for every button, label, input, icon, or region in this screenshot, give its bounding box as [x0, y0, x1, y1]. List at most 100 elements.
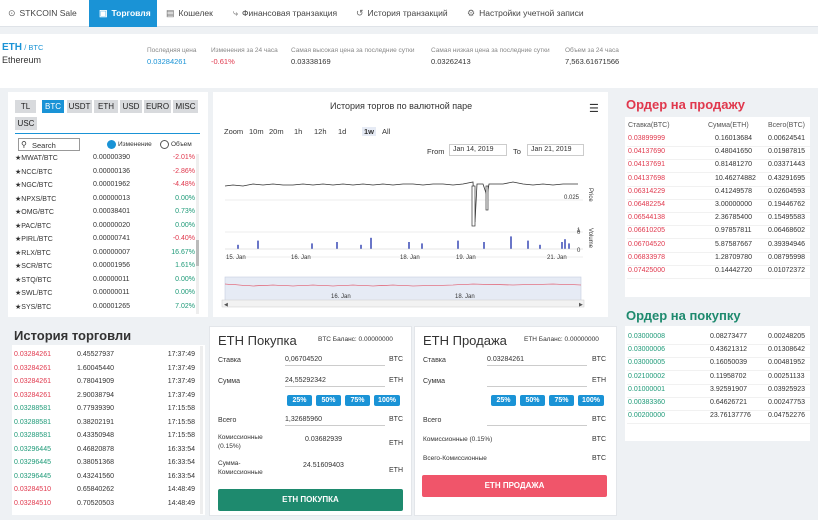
- market-row[interactable]: ★OMG/BTC 0.00038401 0.73%: [15, 208, 195, 221]
- from-date-input[interactable]: Jan 14, 2019: [449, 144, 507, 156]
- radio-volume-label: Объем: [171, 141, 192, 148]
- sell-order-row[interactable]: 0.04137690 0.48041650 0.01987815: [627, 148, 810, 161]
- buy-pct-100[interactable]: 100%: [374, 395, 400, 406]
- zoom-12h[interactable]: 12h: [314, 127, 327, 136]
- order-rate: 0.06314229: [628, 187, 665, 195]
- buy-total-input[interactable]: 1,32685960: [285, 414, 385, 426]
- market-row[interactable]: ★MWAT/BTC 0.00000390 -2.01%: [15, 154, 195, 167]
- scroll-right-icon[interactable]: ▶: [579, 302, 583, 308]
- zoom-20m[interactable]: 20m: [269, 127, 284, 136]
- buy-order-row[interactable]: 0.03000008 0.08273477 0.00248205: [627, 333, 810, 345]
- sell-order-row[interactable]: 0.03899999 0.16013684 0.00624541: [627, 135, 810, 147]
- sell-order-row[interactable]: 0.04137691 0.81481270 0.03371443: [627, 161, 810, 174]
- market-row[interactable]: ★NCC/BTC 0.00000136 -2.86%: [15, 168, 195, 181]
- sell-pct-100[interactable]: 100%: [578, 395, 604, 406]
- tab-usc[interactable]: USC: [15, 117, 37, 130]
- buy-pct-75[interactable]: 75%: [345, 395, 370, 406]
- market-row[interactable]: ★SCR/BTC 0.00001956 1.61%: [15, 262, 195, 275]
- order-total: 0.06468602: [768, 227, 805, 235]
- nav-finance[interactable]: ⤷ Финансовая транзакция: [233, 0, 348, 27]
- history-price: 0.03296445: [14, 445, 51, 453]
- zoom-10m[interactable]: 10m: [249, 127, 264, 136]
- buy-submit-button[interactable]: ETH ПОКУПКА: [218, 489, 403, 511]
- buy-form: [209, 326, 412, 516]
- sell-pct-25[interactable]: 25%: [491, 395, 516, 406]
- buy-amount-input[interactable]: 24,55292342: [285, 375, 385, 387]
- market-row[interactable]: ★SWL/BTC 0.00000011 0.00%: [15, 289, 195, 302]
- history-time: 14:48:49: [167, 486, 195, 493]
- tab-euro[interactable]: EURO: [144, 100, 171, 113]
- tab-usd[interactable]: USD: [120, 100, 142, 113]
- tab-usdt[interactable]: USDT: [67, 100, 92, 113]
- market-scroll-thumb[interactable]: [196, 240, 199, 266]
- buy-amount-label: Сумма: [218, 378, 240, 385]
- sell-pct-50[interactable]: 50%: [520, 395, 545, 406]
- history-scrollbar[interactable]: [200, 346, 203, 514]
- sell-order-row[interactable]: 0.07425000 0.14442720 0.01072372: [627, 267, 810, 279]
- sell-total-input[interactable]: [487, 414, 587, 426]
- market-row[interactable]: ★SYS/BTC 0.00001265 7.02%: [15, 303, 195, 316]
- search-input[interactable]: ⚲ Search: [18, 138, 80, 151]
- tab-btc[interactable]: BTC: [42, 100, 64, 113]
- history-table: [12, 345, 205, 515]
- sell-order-row[interactable]: 0.06704520 5.87587667 0.39394946: [627, 241, 810, 253]
- history-price: 0.03284261: [14, 351, 51, 358]
- market-row[interactable]: ★PIRL/BTC 0.00000741 -0.40%: [15, 235, 195, 248]
- zoom-All[interactable]: All: [382, 127, 391, 136]
- radio-volume[interactable]: [160, 140, 169, 149]
- buy-rate-input[interactable]: 0,06704520: [285, 354, 385, 366]
- zoom-1h[interactable]: 1h: [294, 127, 303, 136]
- sell-order-row[interactable]: 0.06833978 1.28709780 0.08795998: [627, 254, 810, 266]
- price-chart[interactable]: 0.025 0 1 0 Price Volume 15. Jan 16. Jan…: [213, 160, 608, 310]
- order-amount: 5.87587667: [715, 240, 752, 248]
- tab-tl[interactable]: TL: [15, 100, 36, 113]
- scroll-left-icon[interactable]: ◀: [224, 302, 228, 308]
- nav-tick-2: 18. Jan: [455, 294, 475, 300]
- navigator-scrollbar[interactable]: [221, 299, 585, 308]
- order-amount: 1.28709780: [715, 253, 752, 261]
- order-total: 0.39394946: [768, 240, 805, 248]
- sell-order-row[interactable]: 0.06544138 2.36785400 0.15495583: [627, 214, 810, 227]
- zoom-1d[interactable]: 1d: [338, 127, 347, 136]
- to-date-input[interactable]: Jan 21, 2019: [527, 144, 584, 156]
- sell-amount-input[interactable]: [487, 375, 587, 387]
- sell-order-row[interactable]: 0.06610205 0.97857811 0.06468602: [627, 227, 810, 240]
- buy-order-row[interactable]: 0.02100002 0.11958702 0.00251133: [627, 373, 810, 385]
- nav-brand[interactable]: ⊙ STKCOIN Sale: [8, 0, 88, 27]
- tab-misc[interactable]: MISC: [173, 100, 198, 113]
- zoom-1w[interactable]: 1w: [362, 127, 377, 136]
- nav-history[interactable]: ↺ История транзакций: [356, 0, 456, 27]
- tab-eth[interactable]: ETH: [94, 100, 118, 113]
- nav-trade[interactable]: ▣ Торговля: [89, 0, 157, 27]
- nav-wallet[interactable]: ▤ Кошелек: [166, 0, 226, 27]
- market-row[interactable]: ★PAC/BTC 0.00000020 0.00%: [15, 222, 195, 235]
- change-value: -0.61%: [211, 57, 235, 66]
- market-row[interactable]: ★NPXS/BTC 0.00000013 0.00%: [15, 195, 195, 208]
- buy-order-row[interactable]: 0.03000005 0.16050039 0.00481952: [627, 359, 810, 372]
- sell-rate-input[interactable]: 0.03284261: [487, 354, 587, 366]
- hamburger-menu-icon[interactable]: ☰: [589, 103, 599, 115]
- buy-net-unit: ETH: [389, 467, 403, 474]
- market-row[interactable]: ★RLX/BTC 0.00000007 16.67%: [15, 249, 195, 262]
- x-tick-5: 21. Jan: [547, 255, 567, 261]
- buy-order-row[interactable]: 0.00383360 0.64626721 0.00247753: [627, 399, 810, 411]
- buy-pct-50[interactable]: 50%: [316, 395, 341, 406]
- buy-order-row[interactable]: 0.00200000 23.76137776 0.04752276: [627, 412, 810, 425]
- buy-order-row[interactable]: 0.03000006 0.43621312 0.01308642: [627, 346, 810, 359]
- navigator[interactable]: [224, 276, 582, 302]
- radio-change-label: Изменение: [118, 141, 152, 148]
- sell-pct-75[interactable]: 75%: [549, 395, 574, 406]
- nav-settings[interactable]: ⚙ Настройки учетной записи: [467, 0, 587, 27]
- sell-order-row[interactable]: 0.06482254 3.00000000 0.19446762: [627, 201, 810, 213]
- buy-order-row[interactable]: 0.01000001 3.92591907 0.03925923: [627, 386, 810, 398]
- price-candle: [485, 185, 489, 211]
- market-row[interactable]: ★NGC/BTC 0.00001962 -4.48%: [15, 181, 195, 194]
- buy-pct-25[interactable]: 25%: [287, 395, 312, 406]
- sell-order-row[interactable]: 0.04137698 10.46274882 0.43291695: [627, 175, 810, 187]
- radio-change[interactable]: [107, 140, 116, 149]
- market-row[interactable]: ★STQ/BTC 0.00000011 0.00%: [15, 276, 195, 289]
- sell-submit-button[interactable]: ETH ПРОДАЖА: [422, 475, 607, 497]
- market-symbol: ★OMG/BTC: [15, 209, 54, 216]
- market-scrollbar[interactable]: [196, 154, 199, 314]
- sell-order-row[interactable]: 0.06314229 0.41249578 0.02604593: [627, 188, 810, 200]
